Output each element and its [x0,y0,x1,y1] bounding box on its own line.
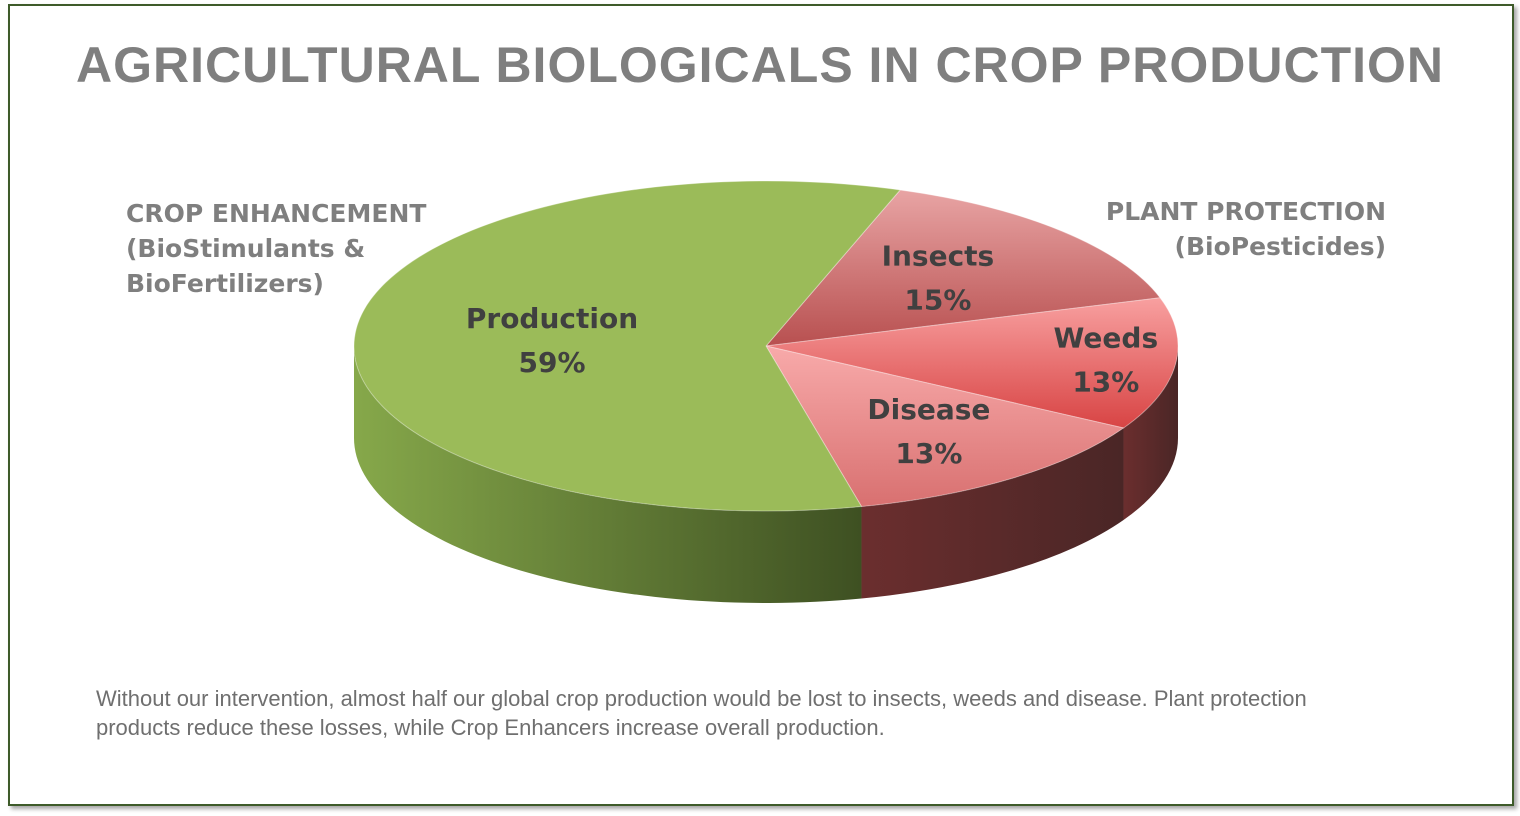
pie-label-name: Disease [867,393,990,426]
pie-side-disease [861,428,1124,599]
pie-slice-disease [764,345,1125,508]
pie-slice-production [353,180,902,512]
crop-enhancement-label: CROP ENHANCEMENT (BioStimulants & BioFer… [126,196,426,301]
crop-enhancement-line: BioFertilizers) [126,269,324,298]
pie-top-slices [353,180,1179,512]
pie-side-production [354,346,862,603]
pie-label-value: 13% [895,437,962,470]
pie-data-labels: Insects 15% Weeds 13% Disease 13% Production 59… [466,240,1158,471]
pie-label-name: Weeds [1054,321,1159,354]
pie-side-weeds [1123,346,1178,521]
plant-protection-label: PLANT PROTECTION (BioPesticides) [1060,194,1386,264]
pie-slice-insects [764,189,1161,347]
plant-protection-line: (BioPesticides) [1174,232,1386,261]
chart-caption: Without our intervention, almost half ou… [96,686,1307,740]
crop-enhancement-line: CROP ENHANCEMENT [126,199,427,228]
plant-protection-line: PLANT PROTECTION [1105,197,1386,226]
pie-label-value: 59% [519,346,586,379]
pie-label-name: Insects [882,240,995,273]
pie-label-value: 15% [904,284,971,317]
crop-enhancement-line: (BioStimulants & [126,234,366,263]
pie-slice-weeds [765,297,1179,429]
pie-label-name: Production [466,302,638,335]
pie-side-walls [354,346,1178,603]
pie-label-value: 13% [1072,365,1139,398]
chart-title: AGRICULTURAL BIOLOGICALS IN CROP PRODUCT… [76,37,1444,93]
